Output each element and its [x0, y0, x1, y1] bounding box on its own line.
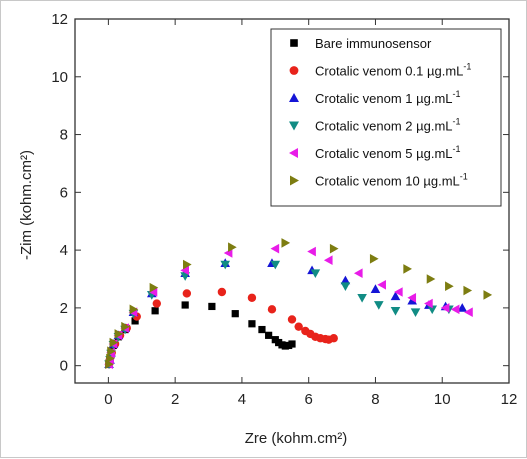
data-point: [426, 274, 436, 284]
x-axis-title: Zre (kohm.cm²): [245, 430, 348, 447]
data-point: [307, 246, 316, 257]
data-point: [287, 315, 297, 324]
data-point: [217, 287, 227, 297]
data-point: [457, 303, 468, 312]
legend-label: Crotalic venom 10 µg.mL-1: [315, 172, 468, 189]
data-point: [440, 303, 450, 313]
data-point: [270, 260, 281, 270]
data-point: [148, 287, 158, 297]
data-point: [265, 331, 273, 339]
x-tick-label: 0: [104, 391, 112, 408]
y-tick-label: 6: [60, 184, 68, 201]
data-point: [463, 285, 473, 296]
series-2: [104, 287, 338, 369]
x-tick-label: 2: [171, 391, 179, 408]
legend-box: [270, 28, 502, 207]
data-point: [131, 317, 139, 325]
data-point: [109, 337, 119, 348]
data-point: [323, 255, 333, 266]
legend-label: Crotalic venom 2 µg.mL-1: [315, 117, 461, 134]
data-point: [424, 298, 433, 309]
data-point: [129, 304, 139, 315]
data-point: [231, 310, 239, 318]
legend-label: Crotalic venom 1 µg.mL-1: [315, 89, 461, 106]
plot-frame: [74, 18, 510, 384]
data-point: [483, 290, 493, 300]
x-tick-label: 10: [434, 391, 451, 408]
x-tick-label: 6: [305, 391, 313, 408]
legend-marker: [290, 39, 298, 47]
data-point: [220, 260, 231, 270]
data-point: [445, 281, 454, 292]
y-tick-label: 10: [51, 69, 68, 86]
data-point: [369, 253, 379, 264]
x-tick-label: 8: [371, 391, 379, 408]
data-point: [390, 306, 401, 316]
legend-marker: [289, 121, 299, 131]
data-point: [152, 299, 161, 308]
data-point: [450, 304, 460, 315]
data-point: [370, 284, 381, 293]
data-point: [181, 301, 189, 309]
data-point: [182, 259, 192, 270]
legend-marker: [289, 66, 299, 75]
y-tick-label: 4: [60, 242, 68, 259]
y-axis-title: -Zim (kohm.cm²): [18, 150, 35, 260]
legend-label: Bare immunosensor: [315, 36, 432, 51]
data-point: [374, 301, 384, 310]
data-point: [247, 293, 257, 302]
data-point: [121, 321, 130, 332]
y-tick-label: 2: [60, 300, 68, 317]
data-point: [107, 346, 116, 357]
data-point: [114, 329, 124, 339]
data-point: [403, 264, 412, 274]
legend-label: Crotalic venom 0.1 µg.mL-1: [315, 62, 471, 79]
data-point: [353, 268, 363, 279]
x-tick-label: 4: [238, 391, 246, 408]
legend-label: Crotalic venom 5 µg.mL-1: [315, 144, 461, 161]
data-point: [427, 305, 438, 315]
y-tick-label: 0: [60, 358, 68, 375]
legend-marker: [289, 148, 298, 158]
data-point: [288, 340, 296, 348]
y-tick-label: 12: [51, 11, 68, 28]
data-point: [258, 325, 266, 334]
data-point: [410, 308, 421, 318]
data-point: [464, 307, 473, 318]
legend-marker: [289, 93, 299, 102]
data-point: [394, 287, 403, 297]
data-point: [267, 305, 277, 314]
data-point: [357, 293, 367, 303]
data-point: [340, 275, 351, 285]
data-point: [294, 322, 303, 331]
data-point: [270, 243, 280, 254]
data-point: [149, 282, 159, 293]
data-point: [106, 353, 115, 364]
data-point: [340, 282, 351, 292]
legend-marker: [290, 175, 299, 186]
data-point: [281, 238, 291, 248]
y-tick-label: 8: [60, 127, 68, 144]
data-point: [228, 242, 237, 253]
data-point: [180, 265, 190, 276]
data-point: [182, 289, 192, 298]
data-point: [248, 320, 256, 328]
data-point: [407, 292, 417, 303]
series-4: [104, 260, 454, 370]
x-tick-label: 12: [501, 391, 518, 408]
data-point: [377, 279, 386, 290]
data-point: [208, 302, 216, 311]
series-6: [105, 238, 493, 370]
data-point: [180, 272, 190, 281]
data-point: [390, 291, 401, 301]
data-point: [310, 269, 321, 279]
data-point: [151, 307, 159, 315]
data-point: [329, 334, 338, 343]
data-point: [329, 243, 339, 254]
